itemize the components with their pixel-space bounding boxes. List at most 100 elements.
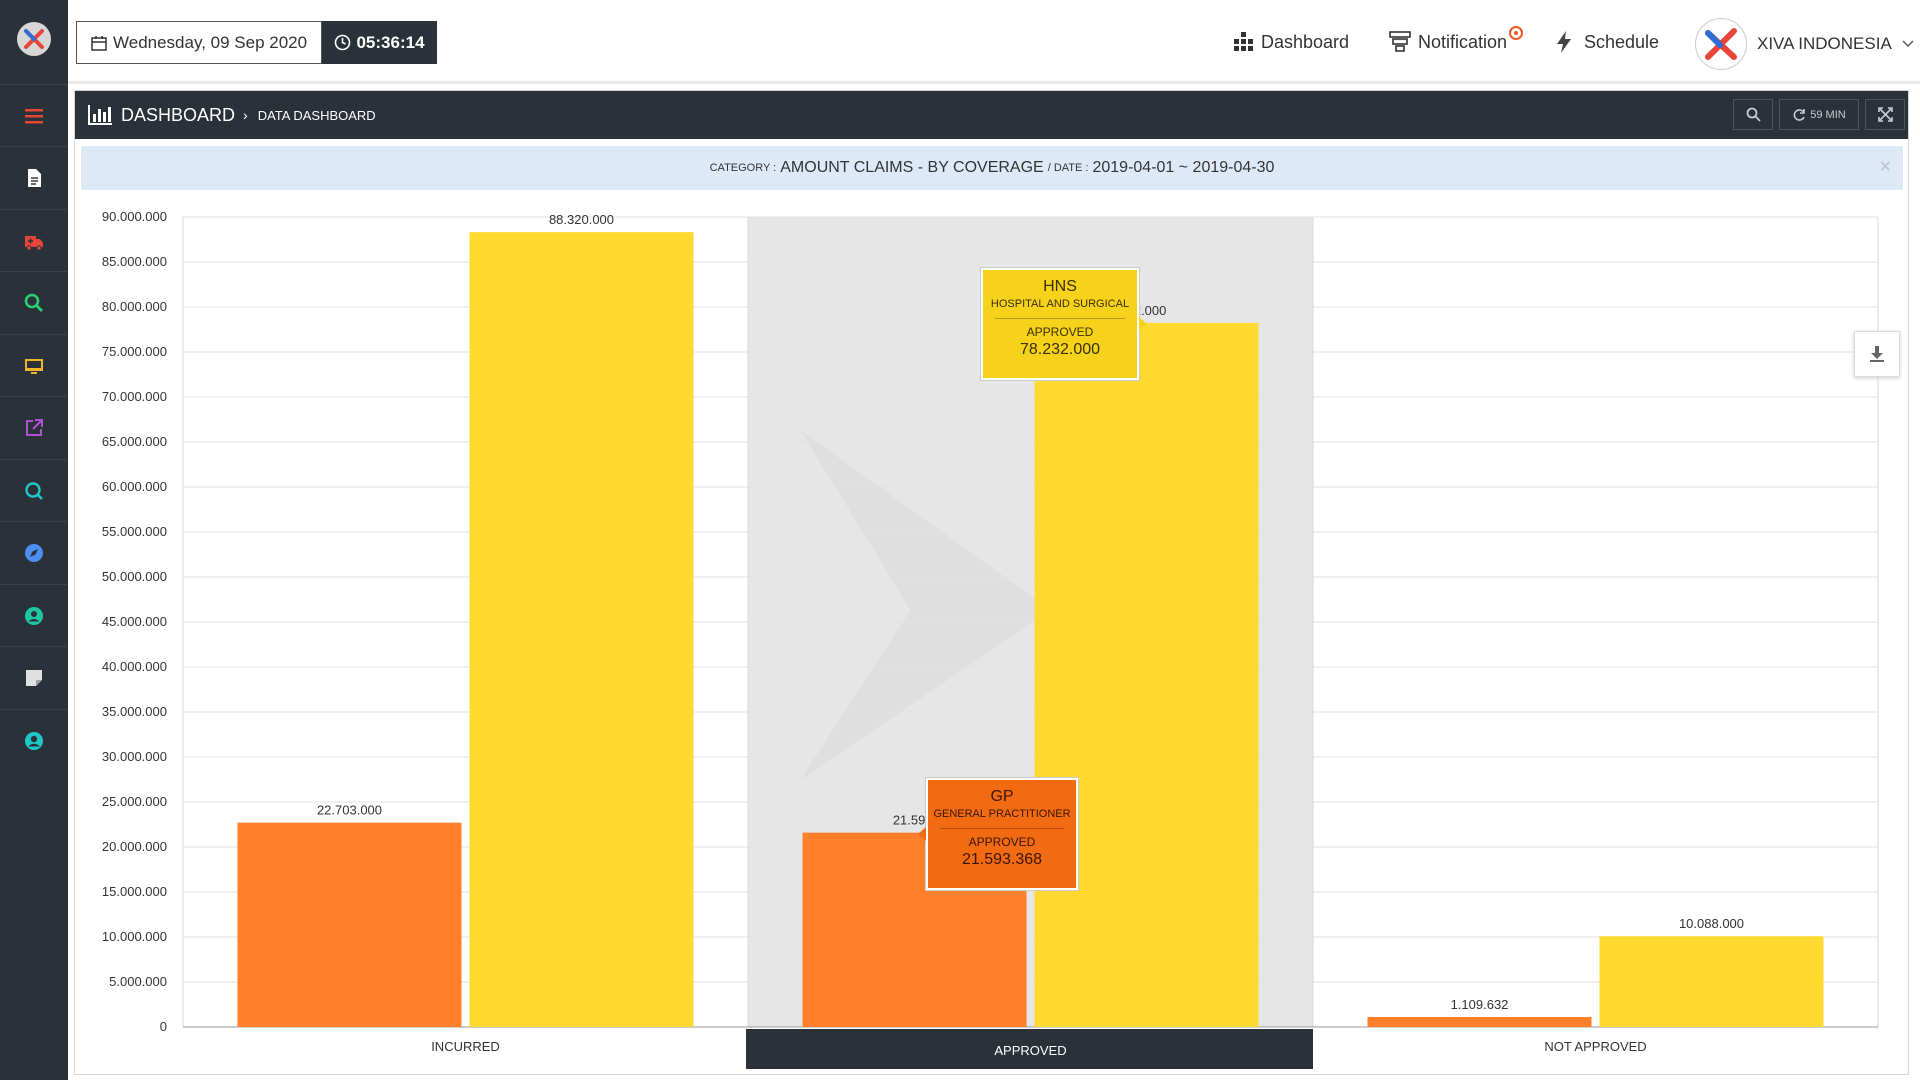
- tooltip-arrow: [918, 827, 926, 841]
- tooltip-coverage-name: GENERAL PRACTITIONER: [933, 808, 1071, 820]
- data-label: 10.088.000: [1679, 916, 1744, 931]
- top-bar: Wednesday, 09 Sep 2020 05:36:14 Dashboar…: [68, 0, 1920, 84]
- company-avatar: [1695, 18, 1747, 70]
- tooltip-gp: GP GENERAL PRACTITIONER APPROVED 21.593.…: [926, 778, 1078, 890]
- document-icon: [28, 168, 41, 187]
- calendar-icon: [91, 35, 107, 51]
- sidebar-item-document[interactable]: [0, 146, 68, 208]
- nav-dashboard-label: Dashboard: [1261, 31, 1350, 52]
- user-circle-icon: [25, 606, 43, 625]
- tooltip-value: 78.232.000: [1019, 341, 1101, 358]
- tooltip-arrow: [1139, 317, 1147, 331]
- data-label: 88.320.000: [549, 212, 614, 227]
- date-range-value: 2019-04-01 ~ 2019-04-30: [1092, 159, 1275, 176]
- y-tick-label: 85.000.000: [102, 254, 167, 269]
- x-logo-icon: [1705, 28, 1737, 60]
- notification-badge: [1509, 25, 1524, 40]
- filter-info-bar: CATEGORY : AMOUNT CLAIMS - BY COVERAGE /…: [81, 146, 1903, 190]
- tooltip-status: APPROVED: [1026, 325, 1094, 339]
- notification-tray-icon: [1389, 31, 1411, 52]
- tooltip-divider: [940, 828, 1064, 829]
- x-logo-icon: [24, 29, 44, 49]
- tooltip-code: GP: [990, 788, 1014, 805]
- x-tick-label: INCURRED: [431, 1039, 500, 1054]
- y-tick-label: 90.000.000: [102, 209, 167, 224]
- app-logo[interactable]: [0, 0, 68, 78]
- date-text: Wednesday, 09 Sep 2020: [113, 32, 308, 52]
- sidebar-item-note[interactable]: [0, 646, 68, 708]
- sidebar-item-external-link[interactable]: [0, 396, 68, 458]
- y-tick-label: 25.000.000: [102, 794, 167, 809]
- nav-dashboard[interactable]: Dashboard: [1233, 26, 1349, 58]
- category-label: CATEGORY :: [709, 162, 777, 174]
- date-label: / DATE :: [1047, 162, 1089, 174]
- y-tick-label: 70.000.000: [102, 389, 167, 404]
- y-tick-label: 65.000.000: [102, 434, 167, 449]
- bar-gp-not-approved: [1367, 1017, 1592, 1027]
- nav-notification-label: Notification: [1418, 31, 1508, 52]
- lightning-icon: [1557, 31, 1571, 53]
- sidebar-item-menu[interactable]: [0, 84, 68, 146]
- x-tick-label: APPROVED: [994, 1043, 1066, 1058]
- compass-icon: [25, 543, 43, 562]
- external-link-icon: [26, 418, 43, 436]
- selected-category-tab: [746, 1029, 1313, 1069]
- fullscreen-button[interactable]: [1865, 99, 1905, 130]
- data-label: 21.593.: [893, 813, 936, 828]
- y-tick-label: 75.000.000: [102, 344, 167, 359]
- clock-icon: [335, 34, 351, 51]
- breadcrumb-separator: ›: [243, 107, 248, 123]
- chevron-down-icon: [1902, 40, 1914, 48]
- expand-icon: [1877, 107, 1893, 122]
- bar-hns-approved: [1034, 322, 1259, 1027]
- nav-schedule-label: Schedule: [1584, 31, 1660, 52]
- panel-subtitle: DATA DASHBOARD: [257, 107, 376, 123]
- x-tick-label: NOT APPROVED: [1544, 1039, 1646, 1054]
- y-tick-label: 30.000.000: [102, 749, 167, 764]
- bar-chart-icon: [88, 105, 112, 125]
- y-tick-label: 0: [160, 1019, 167, 1034]
- sidebar-item-monitor[interactable]: [0, 334, 68, 396]
- dashboard-grid-icon: [1234, 32, 1253, 51]
- account-circle-icon: [25, 731, 43, 750]
- y-tick-label: 55.000.000: [102, 524, 167, 539]
- refresh-interval-label: 59 MIN: [1810, 108, 1846, 121]
- search-button[interactable]: [1733, 99, 1773, 130]
- data-label: 1.109.632: [1451, 997, 1509, 1012]
- company-name: XIVA INDONESIA: [1757, 34, 1892, 53]
- y-tick-label: 80.000.000: [102, 299, 167, 314]
- note-icon: [26, 669, 42, 686]
- tooltip-hns: HNS HOSPITAL AND SURGICAL APPROVED 78.23…: [981, 268, 1139, 380]
- bar-hns-not-approved: [1599, 936, 1824, 1027]
- panel-title: DASHBOARD: [121, 104, 236, 125]
- y-tick-label: 20.000.000: [102, 839, 167, 854]
- search-icon: [1746, 107, 1761, 122]
- y-tick-label: 35.000.000: [102, 704, 167, 719]
- company-menu[interactable]: XIVA INDONESIA: [1695, 18, 1914, 70]
- sidebar-item-refresh-search[interactable]: [0, 459, 68, 521]
- refresh-interval-button[interactable]: 59 MIN: [1779, 99, 1859, 130]
- refresh-icon: [1793, 108, 1806, 121]
- close-info-button[interactable]: ×: [1879, 156, 1891, 178]
- sidebar-item-compass[interactable]: [0, 521, 68, 583]
- download-button[interactable]: [1854, 331, 1900, 377]
- time-text: 05:36:14: [356, 32, 425, 52]
- monitor-icon: [25, 358, 43, 374]
- tooltip-divider: [995, 318, 1125, 319]
- bar-hns-incurred: [469, 232, 694, 1027]
- y-tick-label: 5.000.000: [109, 974, 167, 989]
- nav-notification[interactable]: Notification: [1388, 25, 1524, 58]
- nav-schedule[interactable]: Schedule: [1554, 26, 1659, 58]
- sidebar-item-ambulance[interactable]: [0, 209, 68, 271]
- y-tick-label: 45.000.000: [102, 614, 167, 629]
- sidebar-item-user-circle[interactable]: [0, 584, 68, 646]
- sidebar-item-account-circle[interactable]: [0, 709, 68, 771]
- watermark-logo: [800, 430, 1051, 780]
- y-tick-label: 40.000.000: [102, 659, 167, 674]
- y-tick-label: 15.000.000: [102, 884, 167, 899]
- y-tick-label: 60.000.000: [102, 479, 167, 494]
- tooltip-coverage-name: HOSPITAL AND SURGICAL: [990, 298, 1130, 310]
- refresh-search-icon: [25, 481, 43, 500]
- sidebar-item-search[interactable]: [0, 271, 68, 333]
